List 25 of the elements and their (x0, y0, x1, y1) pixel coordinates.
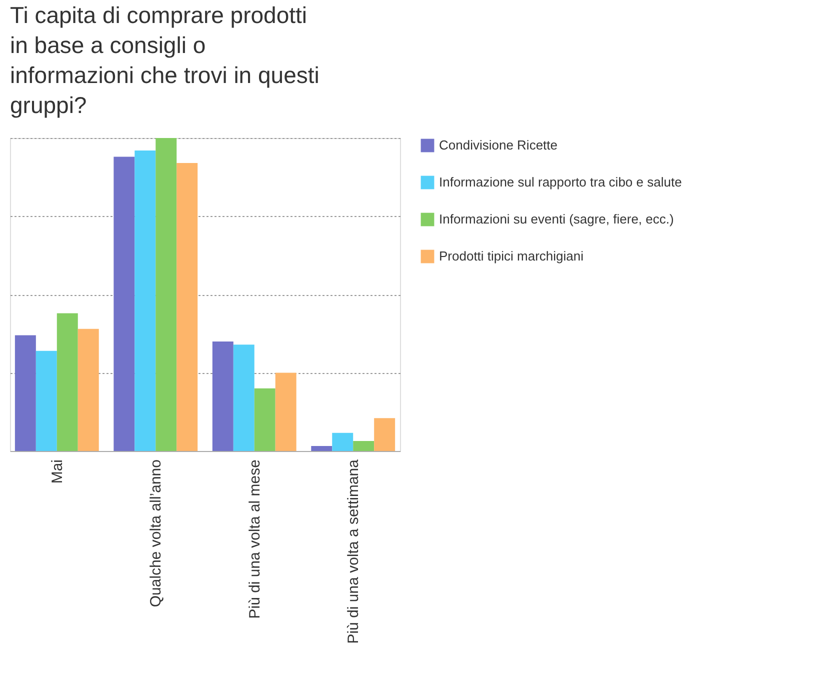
bar (311, 446, 332, 451)
bar (233, 344, 254, 451)
bar (56, 313, 78, 451)
legend-label: Informazioni su eventi (sagre, fiere, ecc.) (439, 212, 674, 226)
legend-label: Informazione sul rapporto tra cibo e salute (439, 174, 682, 190)
bar (374, 418, 396, 451)
bar (254, 388, 276, 451)
bar (78, 328, 99, 451)
bar (212, 341, 234, 451)
bar (332, 432, 354, 451)
x-tick-label: Più di una volta al mese (246, 460, 264, 619)
bar (176, 163, 198, 451)
x-tick-label: Più di una volta a settimana (345, 458, 362, 644)
bar (275, 372, 296, 451)
bar (14, 335, 36, 451)
x-tick-label: Qualche volta all’anno (148, 460, 165, 608)
x-tick-label: Mai (48, 460, 66, 484)
bar (353, 440, 374, 451)
bar (114, 156, 135, 451)
bar (156, 138, 177, 451)
chart-title: Ti capita di comprare prodotti in base a consigli o informazioni che trovi in questi gruppi? (10, 2, 320, 118)
bar (36, 350, 57, 451)
bar (134, 150, 156, 451)
legend-label: Prodotti tipici marchigiani (439, 248, 584, 264)
legend-label: Condivisione Ricette (439, 138, 558, 152)
